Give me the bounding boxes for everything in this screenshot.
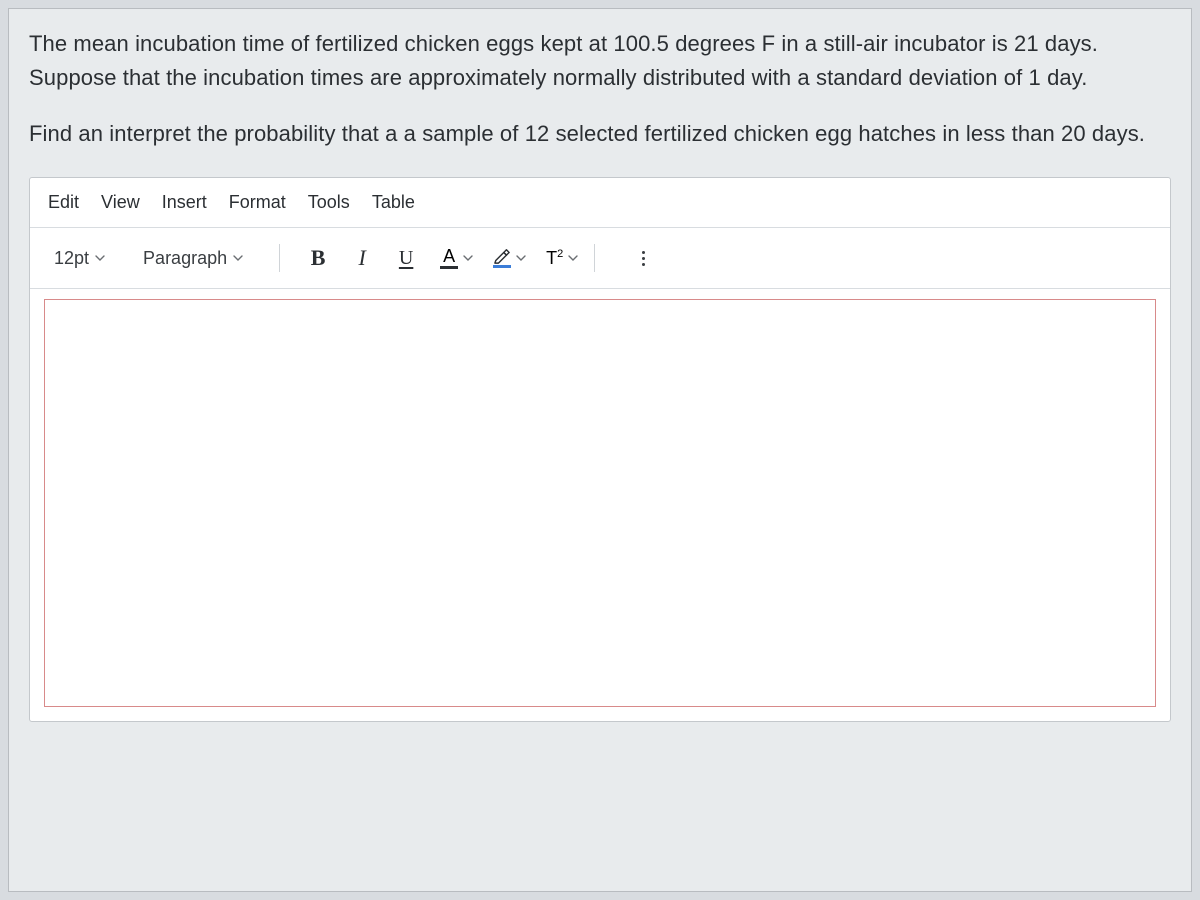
paragraph-style-dropdown[interactable]: Paragraph — [137, 244, 249, 273]
menu-edit[interactable]: Edit — [48, 192, 79, 213]
paragraph-style-value: Paragraph — [143, 248, 227, 269]
question-text: The mean incubation time of fertilized c… — [29, 27, 1171, 151]
question-paragraph-2: Find an interpret the probability that a… — [29, 117, 1171, 151]
editor-toolbar: 12pt Paragraph B I U A — [30, 228, 1170, 289]
chevron-down-icon — [463, 253, 473, 263]
editor-container: Edit View Insert Format Tools Table 12pt… — [29, 177, 1171, 722]
menu-format[interactable]: Format — [229, 192, 286, 213]
highlight-color-button[interactable] — [489, 240, 530, 276]
chevron-down-icon — [95, 253, 105, 263]
bold-button[interactable]: B — [300, 240, 336, 276]
editor-menubar: Edit View Insert Format Tools Table — [30, 178, 1170, 228]
menu-tools[interactable]: Tools — [308, 192, 350, 213]
text-color-button[interactable]: A — [436, 240, 477, 276]
text-color-icon: A — [440, 247, 458, 269]
highlight-color-swatch — [493, 265, 511, 268]
text-color-swatch — [440, 266, 458, 269]
more-options-button[interactable] — [625, 240, 661, 276]
superscript-button[interactable]: T2 — [542, 240, 582, 276]
menu-table[interactable]: Table — [372, 192, 415, 213]
page-container: The mean incubation time of fertilized c… — [8, 8, 1192, 892]
editor-textarea[interactable] — [44, 299, 1156, 707]
chevron-down-icon — [233, 253, 243, 263]
question-paragraph-1: The mean incubation time of fertilized c… — [29, 27, 1171, 95]
chevron-down-icon — [516, 253, 526, 263]
menu-insert[interactable]: Insert — [162, 192, 207, 213]
underline-button[interactable]: U — [388, 240, 424, 276]
font-size-dropdown[interactable]: 12pt — [48, 244, 111, 273]
chevron-down-icon — [568, 253, 578, 263]
toolbar-divider — [279, 244, 280, 272]
toolbar-divider — [594, 244, 595, 272]
menu-view[interactable]: View — [101, 192, 140, 213]
font-size-value: 12pt — [54, 248, 89, 269]
dot-icon — [642, 251, 645, 254]
highlight-icon — [493, 248, 511, 268]
superscript-icon: T2 — [546, 248, 563, 269]
dot-icon — [642, 257, 645, 260]
dot-icon — [642, 263, 645, 266]
italic-button[interactable]: I — [344, 240, 380, 276]
